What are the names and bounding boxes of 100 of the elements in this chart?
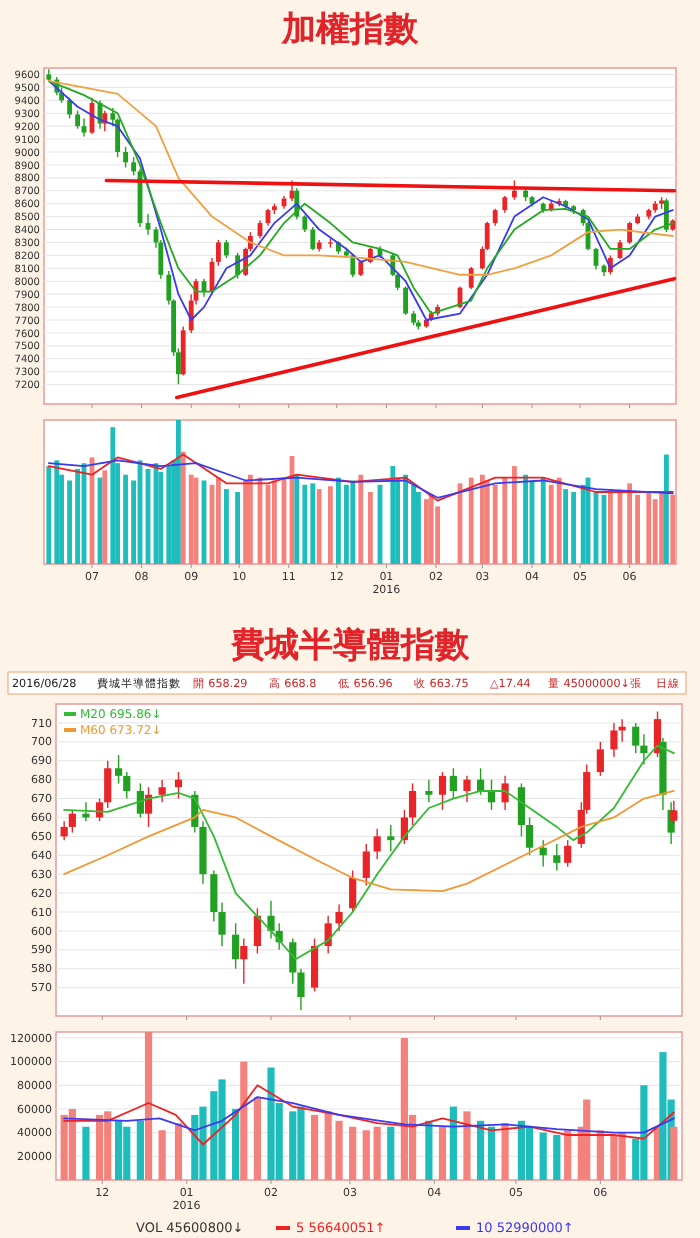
bar — [659, 1052, 667, 1180]
candlestick — [425, 778, 433, 804]
bar — [539, 1132, 547, 1180]
bar — [240, 1061, 248, 1180]
bar — [580, 484, 586, 564]
bar — [104, 1111, 112, 1180]
bar — [232, 1108, 240, 1180]
candlestick — [349, 869, 357, 913]
bar — [302, 484, 308, 564]
candlestick — [81, 117, 87, 138]
candlestick — [240, 937, 248, 985]
bar — [223, 489, 229, 564]
bar — [415, 492, 421, 564]
bar — [540, 477, 546, 564]
bar — [571, 492, 577, 564]
bar — [484, 480, 490, 564]
candlestick — [115, 754, 123, 785]
candlestick — [174, 771, 183, 800]
bar — [68, 1108, 76, 1180]
bar — [362, 1130, 370, 1180]
bar — [477, 1120, 485, 1180]
bar — [310, 483, 316, 564]
bar — [102, 470, 108, 564]
bar — [583, 1099, 591, 1180]
candlestick — [136, 782, 144, 819]
candlestick — [501, 775, 509, 811]
bar — [449, 1106, 457, 1180]
candlestick — [104, 760, 112, 809]
candlestick — [75, 109, 81, 130]
bar — [115, 1120, 123, 1180]
candlestick — [463, 775, 471, 804]
candlestick — [297, 968, 305, 1012]
bar — [663, 454, 669, 564]
bar — [174, 1123, 183, 1180]
bar — [553, 1135, 561, 1180]
bar — [235, 492, 241, 564]
chart-title: 加權指數 — [280, 10, 420, 50]
bar — [463, 1111, 471, 1180]
bar — [659, 492, 665, 564]
bar — [511, 466, 517, 564]
candlestick — [517, 782, 526, 838]
candlestick — [145, 213, 151, 236]
bar — [627, 483, 633, 564]
bar — [492, 484, 498, 564]
candlestick — [60, 820, 68, 841]
bar — [123, 1126, 131, 1180]
bar — [46, 466, 52, 564]
bar — [350, 480, 356, 564]
candlestick — [158, 778, 166, 804]
bar — [215, 477, 221, 564]
bar — [175, 420, 181, 564]
bar — [548, 484, 554, 564]
bar — [373, 1126, 381, 1180]
candlestick — [289, 937, 297, 985]
bar — [191, 1114, 199, 1180]
bar — [289, 1111, 297, 1180]
candlestick — [403, 285, 409, 316]
bar — [180, 451, 186, 564]
candlestick — [223, 239, 229, 259]
bar — [358, 474, 364, 564]
bar — [267, 1067, 275, 1180]
bar — [110, 427, 116, 564]
candlestick — [596, 741, 604, 777]
bar — [136, 1120, 144, 1180]
bar — [390, 466, 396, 564]
candlestick — [632, 722, 640, 754]
candlestick — [335, 903, 343, 932]
bar — [618, 1132, 626, 1180]
line-series — [63, 1084, 675, 1146]
bar — [479, 474, 485, 564]
candlestick — [387, 824, 395, 853]
bar — [501, 1123, 509, 1180]
bar — [428, 494, 434, 564]
candlestick — [564, 839, 572, 868]
candlestick — [539, 839, 547, 868]
bar — [247, 474, 253, 564]
bar — [517, 1120, 526, 1180]
candlestick — [310, 226, 316, 251]
candlestick — [253, 907, 261, 955]
bar — [327, 486, 333, 564]
bar — [54, 460, 60, 564]
bar — [158, 1130, 166, 1180]
candlestick — [438, 771, 447, 811]
bar — [316, 489, 322, 564]
line-series — [63, 1096, 675, 1134]
bar — [75, 468, 81, 564]
candlestick — [408, 782, 417, 826]
bar — [310, 1114, 319, 1180]
bar — [403, 474, 409, 564]
bar — [563, 489, 569, 564]
bar — [400, 1037, 408, 1180]
bar — [438, 1126, 447, 1180]
bar — [487, 1126, 496, 1180]
bar — [646, 492, 652, 564]
candlestick — [310, 937, 319, 993]
candlestick — [215, 239, 221, 267]
bar — [60, 1114, 68, 1180]
bar — [343, 484, 349, 564]
bar — [243, 480, 249, 564]
bar — [596, 1130, 604, 1180]
